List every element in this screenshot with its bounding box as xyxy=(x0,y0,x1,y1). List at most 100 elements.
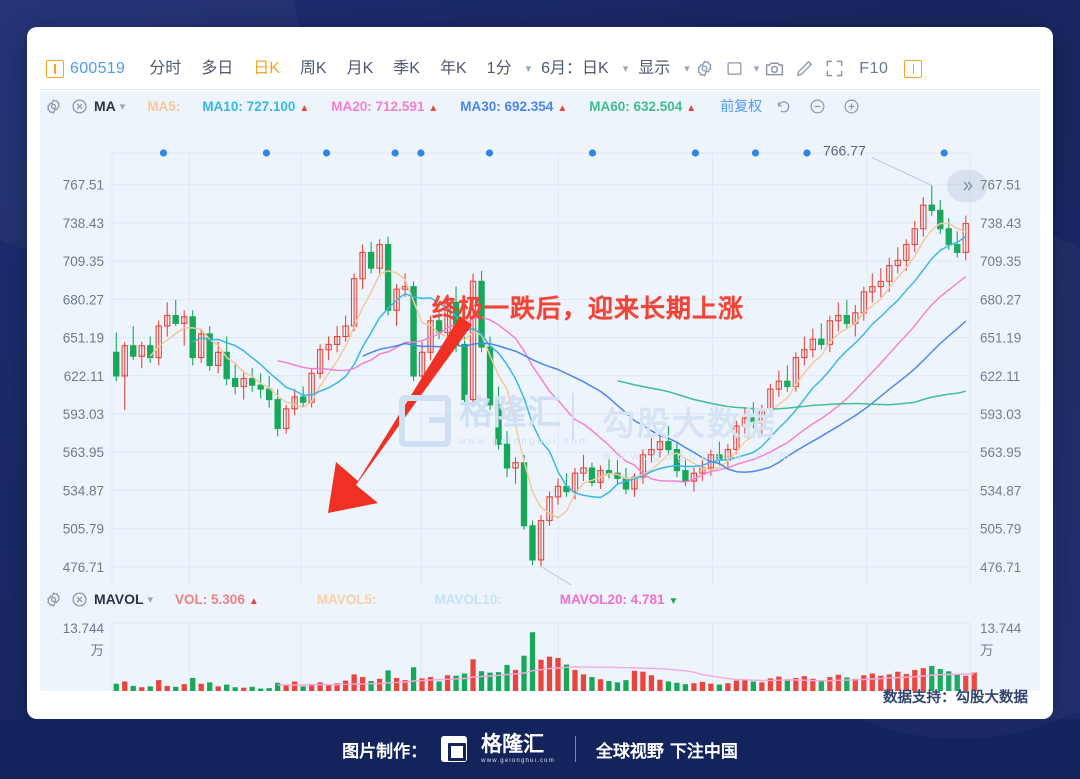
ma10-value: MA10: 727.100 ▲ xyxy=(202,99,309,114)
svg-text:505.79: 505.79 xyxy=(63,522,104,537)
ma-close-icon[interactable] xyxy=(66,91,92,121)
undo-icon[interactable] xyxy=(770,93,796,119)
svg-text:709.35: 709.35 xyxy=(980,254,1021,269)
stock-code[interactable]: 600519 xyxy=(70,59,126,77)
vol-up-arrow: ▲ xyxy=(248,595,259,607)
pencil-icon[interactable] xyxy=(789,48,819,90)
footer-logo-icon xyxy=(441,736,468,762)
chevron-down-icon-minute[interactable]: ▾ xyxy=(525,63,532,75)
chevron-down-icon-mavol[interactable]: ▾ xyxy=(147,593,154,606)
minute-select-label: 1分 xyxy=(486,59,512,77)
chevron-down-icon-display[interactable]: ▾ xyxy=(684,63,690,75)
mavol20-value: MAVOL20: 4.781 ▼ xyxy=(560,592,679,607)
footer-brand-url: www.gelonghui.com xyxy=(481,758,555,764)
vol-value: VOL: 5.306 ▲ xyxy=(175,592,259,607)
minute-select[interactable]: 1分 xyxy=(477,48,522,90)
svg-text:680.27: 680.27 xyxy=(63,292,104,307)
chart-toolbar: 600519 分时 多日 日K 周K 月K 季K 年K 1分 ▾ 6月：日K ▾… xyxy=(40,48,1040,90)
ma-name: MA xyxy=(94,98,116,114)
range-select-label: 6月：日K xyxy=(541,59,609,77)
svg-text:767.51: 767.51 xyxy=(980,178,1021,193)
mavol20-down-arrow: ▼ xyxy=(668,595,679,607)
svg-text:476.71: 476.71 xyxy=(980,560,1021,575)
mavol-name: MAVOL xyxy=(94,591,144,607)
svg-text:万: 万 xyxy=(980,643,994,658)
right-panel-toggle-icon[interactable] xyxy=(904,59,923,78)
mavol20-text: MAVOL20: 4.781 xyxy=(559,591,665,607)
ma-indicator-bar: MA ▾ MA5: MA10: 727.100 ▲ MA20: 712.591 ▲ … xyxy=(40,91,1040,121)
svg-text:622.11: 622.11 xyxy=(64,369,104,384)
zoom-out-icon[interactable] xyxy=(804,93,830,119)
svg-text:651.19: 651.19 xyxy=(980,331,1021,346)
tab-duori[interactable]: 多日 xyxy=(201,59,234,77)
footer-slogan: 全球视野 下注中国 xyxy=(595,741,738,762)
ma60-value: MA60: 632.504 ▲ xyxy=(589,99,696,114)
tab-month-k[interactable]: 月K xyxy=(346,59,374,77)
ma10-up-arrow: ▲ xyxy=(299,102,310,114)
svg-text:13.744: 13.744 xyxy=(63,621,105,636)
chart-annotation-text: 终极一跌后，迎来长期上涨 xyxy=(432,294,745,323)
ma30-value: MA30: 692.354 ▲ xyxy=(460,99,567,114)
ma60-up-arrow: ▲ xyxy=(686,102,697,114)
ma10-text: MA10: 727.100 xyxy=(202,98,296,114)
chevron-down-icon-range[interactable]: ▾ xyxy=(622,63,629,75)
footer-brand-name: 格隆汇 xyxy=(481,732,545,756)
chevron-down-icon-layout[interactable]: ▾ xyxy=(753,63,760,75)
data-credit: 数据支持：勾股大数据 xyxy=(883,690,1028,706)
svg-text:767.51: 767.51 xyxy=(63,178,104,193)
svg-text:593.03: 593.03 xyxy=(980,407,1021,422)
display-menu[interactable]: 显示 xyxy=(628,48,680,90)
mavol5-value: MAVOL5: xyxy=(316,591,377,607)
footer-brand: 格隆汇 www.gelonghui.com xyxy=(481,732,555,765)
svg-text:534.87: 534.87 xyxy=(63,483,104,498)
svg-text:709.35: 709.35 xyxy=(63,254,104,269)
gear-icon[interactable] xyxy=(690,48,720,90)
panel-toggle-icon[interactable] xyxy=(46,59,64,78)
adjust-mode[interactable]: 前复权 xyxy=(720,98,763,114)
tab-day-k[interactable]: 日K xyxy=(253,59,280,77)
tab-year-k[interactable]: 年K xyxy=(439,59,467,77)
svg-text:738.43: 738.43 xyxy=(63,216,104,231)
ma30-text: MA30: 692.354 xyxy=(460,98,554,114)
range-select[interactable]: 6月：日K xyxy=(531,48,619,90)
ma5-value: MA5: xyxy=(147,98,181,114)
fullscreen-icon[interactable] xyxy=(819,48,849,90)
svg-text:476.71: 476.71 xyxy=(63,560,104,575)
mavol-indicator-bar: MAVOL ▾ VOL: 5.306 ▲ MAVOL5: MAVOL10: MAV… xyxy=(40,585,1040,613)
ma20-value: MA20: 712.591 ▲ xyxy=(331,99,438,114)
svg-text:534.87: 534.87 xyxy=(980,483,1021,498)
svg-text:505.79: 505.79 xyxy=(980,522,1021,537)
ma20-text: MA20: 712.591 xyxy=(331,98,425,114)
footer-made-by: 图片制作： xyxy=(342,741,428,762)
mavol-settings-icon[interactable] xyxy=(40,584,66,614)
tab-fenshi[interactable]: 分时 xyxy=(149,59,182,77)
svg-text:651.19: 651.19 xyxy=(63,331,104,346)
ma30-up-arrow: ▲ xyxy=(557,102,568,114)
camera-icon[interactable] xyxy=(759,48,789,90)
zoom-in-icon[interactable] xyxy=(838,93,864,119)
svg-text:738.43: 738.43 xyxy=(980,216,1021,231)
display-menu-label: 显示 xyxy=(638,59,671,77)
tab-quarter-k[interactable]: 季K xyxy=(393,59,420,77)
layout-icon[interactable] xyxy=(720,48,750,90)
ma20-up-arrow: ▲ xyxy=(428,102,439,114)
scroll-right-button[interactable] xyxy=(947,170,987,202)
mavol-close-icon[interactable] xyxy=(66,584,92,614)
page-footer: 图片制作： 格隆汇 www.gelonghui.com 全球视野 下注中国 xyxy=(0,719,1080,779)
ma-settings-icon[interactable] xyxy=(40,91,66,121)
svg-text:563.95: 563.95 xyxy=(63,445,104,460)
mavol10-value: MAVOL10: xyxy=(434,591,502,607)
ma60-text: MA60: 632.504 xyxy=(589,98,683,114)
tab-week-k[interactable]: 周K xyxy=(299,59,327,77)
chart-card: 600519 分时 多日 日K 周K 月K 季K 年K 1分 ▾ 6月：日K ▾… xyxy=(27,27,1053,719)
svg-text:766.77: 766.77 xyxy=(823,142,866,158)
vol-text: VOL: 5.306 xyxy=(175,591,245,607)
svg-text:593.03: 593.03 xyxy=(63,407,104,422)
f10-button[interactable]: F10 xyxy=(859,59,889,77)
svg-text:680.27: 680.27 xyxy=(980,292,1021,307)
chevron-down-icon-ma[interactable]: ▾ xyxy=(119,100,126,113)
svg-text:13.744: 13.744 xyxy=(980,621,1022,636)
footer-separator xyxy=(574,736,576,762)
svg-text:563.95: 563.95 xyxy=(980,445,1021,460)
